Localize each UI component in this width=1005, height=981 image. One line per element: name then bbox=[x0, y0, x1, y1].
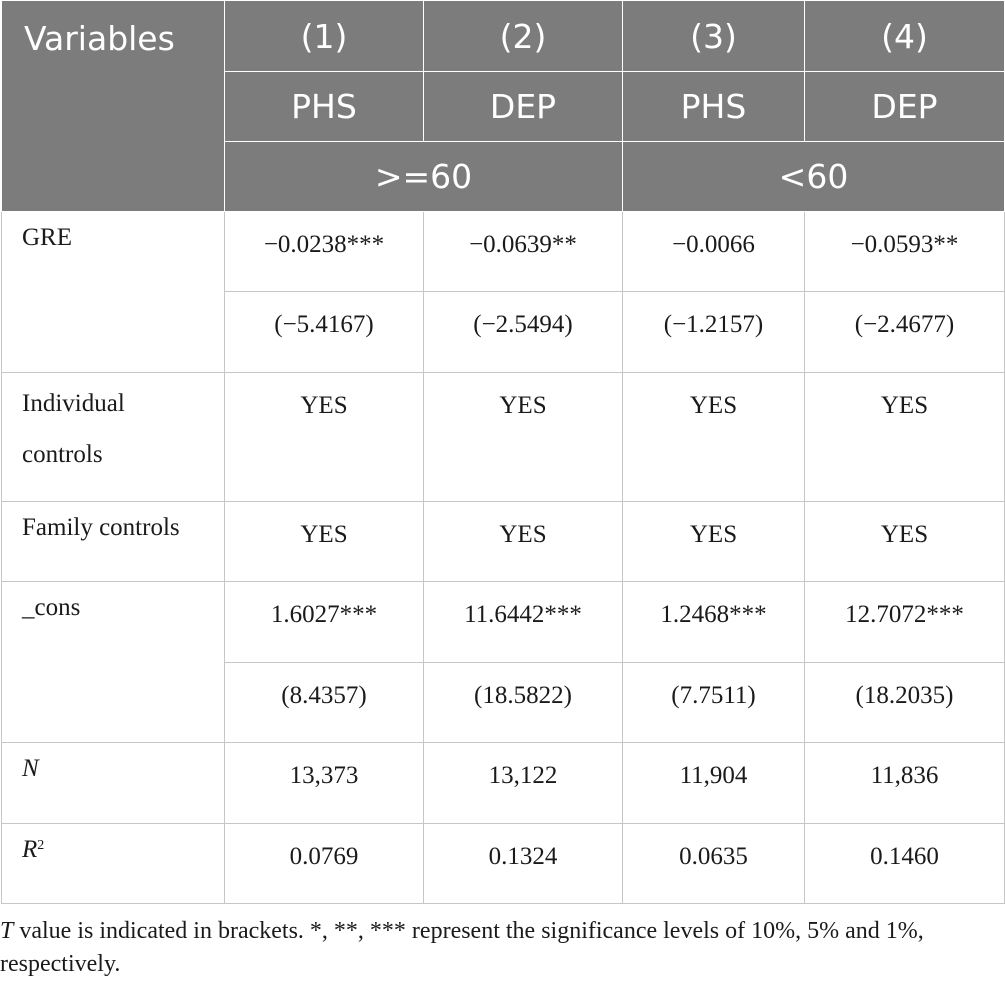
cell-n-4: 11,836 bbox=[804, 742, 1005, 824]
cell-cons-coef-3: 1.2468*** bbox=[622, 581, 805, 663]
cell-gre-tval-1: (−5.4167) bbox=[224, 291, 424, 373]
col-var-3: PHS bbox=[622, 71, 805, 142]
row-label-family: Family controls bbox=[1, 501, 225, 582]
cell-individual-4: YES bbox=[804, 372, 1005, 502]
table-row-n: N 13,373 13,122 11,904 11,836 bbox=[1, 742, 1005, 824]
col-number-4: (4) bbox=[804, 0, 1005, 72]
row-label-individual-line1: Individual bbox=[22, 390, 125, 417]
col-var-4: DEP bbox=[804, 71, 1005, 142]
row-label-gre: GRE bbox=[1, 211, 225, 373]
cell-r2-4: 0.1460 bbox=[804, 823, 1005, 904]
row-label-individual-line2: controls bbox=[22, 441, 103, 468]
col-number-3: (3) bbox=[622, 0, 805, 72]
variables-header: Variables bbox=[1, 0, 225, 212]
cell-individual-1: YES bbox=[224, 372, 424, 502]
cell-cons-tval-2: (18.5822) bbox=[423, 662, 623, 743]
cell-family-4: YES bbox=[804, 501, 1005, 582]
cell-cons-tval-3: (7.7511) bbox=[622, 662, 805, 743]
group-lt60: <60 bbox=[622, 141, 1005, 212]
regression-table: Variables (1) (2) (3) (4) PHS DEP PHS DE… bbox=[1, 0, 1005, 904]
table-footnote: T value is indicated in brackets. *, **,… bbox=[0, 915, 1000, 981]
table-header: Variables (1) (2) (3) (4) PHS DEP PHS DE… bbox=[1, 0, 1005, 212]
row-label-r2-sup: 2 bbox=[37, 838, 45, 853]
header-row-numbers: Variables (1) (2) (3) (4) bbox=[1, 0, 1005, 212]
cell-r2-2: 0.1324 bbox=[423, 823, 623, 904]
footnote-text: value is indicated in brackets. *, **, *… bbox=[0, 918, 924, 977]
cell-individual-2: YES bbox=[423, 372, 623, 502]
cell-cons-coef-4: 12.7072*** bbox=[804, 581, 1005, 663]
cell-cons-coef-2: 11.6442*** bbox=[423, 581, 623, 663]
row-label-r2-base: R bbox=[22, 836, 38, 863]
header-row-groups: >=60 <60 bbox=[2, 141, 1005, 212]
cell-gre-coef-4: −0.0593** bbox=[804, 211, 1005, 292]
col-var-1: PHS bbox=[224, 71, 424, 142]
cell-family-3: YES bbox=[622, 501, 805, 582]
table-row-family: Family controls YES YES YES YES bbox=[1, 501, 1005, 582]
row-label-cons: _cons bbox=[1, 581, 225, 743]
table-row-cons-coef: _cons 1.6027*** 11.6442*** 1.2468*** 12.… bbox=[1, 581, 1005, 743]
cell-family-1: YES bbox=[224, 501, 424, 582]
cell-cons-coef-1: 1.6027*** bbox=[224, 581, 424, 663]
header-row-vars: PHS DEP PHS DEP bbox=[2, 71, 1005, 142]
row-label-r2: R2 bbox=[1, 823, 225, 904]
cell-n-2: 13,122 bbox=[423, 742, 623, 824]
footnote-t-symbol: T bbox=[0, 918, 14, 944]
cell-gre-coef-3: −0.0066 bbox=[622, 211, 805, 292]
cell-family-2: YES bbox=[423, 501, 623, 582]
cell-r2-1: 0.0769 bbox=[224, 823, 424, 904]
cell-gre-tval-3: (−1.2157) bbox=[622, 291, 805, 373]
cell-gre-coef-1: −0.0238*** bbox=[224, 211, 424, 292]
cell-gre-coef-2: −0.0639** bbox=[423, 211, 623, 292]
row-label-n: N bbox=[1, 742, 225, 824]
table-row-r2: R2 0.0769 0.1324 0.0635 0.1460 bbox=[1, 823, 1005, 904]
cell-individual-3: YES bbox=[622, 372, 805, 502]
row-label-individual: Individual controls bbox=[1, 372, 225, 502]
cell-gre-tval-4: (−2.4677) bbox=[804, 291, 1005, 373]
cell-cons-tval-1: (8.4357) bbox=[224, 662, 424, 743]
col-number-2: (2) bbox=[423, 0, 623, 72]
col-number-1: (1) bbox=[224, 0, 424, 72]
cell-n-1: 13,373 bbox=[224, 742, 424, 824]
table-row-individual: Individual controls YES YES YES YES bbox=[1, 372, 1005, 502]
cell-r2-3: 0.0635 bbox=[622, 823, 805, 904]
cell-gre-tval-2: (−2.5494) bbox=[423, 291, 623, 373]
table-row-gre-coef: GRE −0.0238*** −0.0639** −0.0066 −0.0593… bbox=[1, 211, 1005, 373]
table-row-gre-tval: (−5.4167) (−2.5494) (−1.2157) (−2.4677) bbox=[2, 291, 1005, 373]
cell-n-3: 11,904 bbox=[622, 742, 805, 824]
table-body: GRE −0.0238*** −0.0639** −0.0066 −0.0593… bbox=[1, 211, 1005, 904]
cell-cons-tval-4: (18.2035) bbox=[804, 662, 1005, 743]
col-var-2: DEP bbox=[423, 71, 623, 142]
table-row-cons-tval: (8.4357) (18.5822) (7.7511) (18.2035) bbox=[2, 662, 1005, 743]
group-ge60: >=60 bbox=[224, 141, 623, 212]
